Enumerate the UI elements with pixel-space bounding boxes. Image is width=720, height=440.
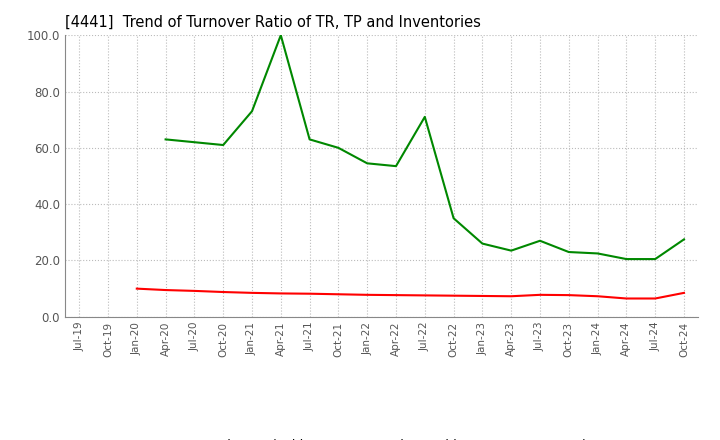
Trade Receivables [680, 290, 688, 296]
Trade Receivables [248, 290, 256, 296]
Trade Receivables [276, 291, 285, 296]
Legend: Trade Receivables, Trade Payables, Inventories: Trade Receivables, Trade Payables, Inven… [157, 434, 606, 440]
Inventories [564, 249, 573, 255]
Inventories [276, 33, 285, 38]
Trade Receivables [190, 288, 199, 293]
Inventories [219, 143, 228, 148]
Trade Receivables [363, 292, 372, 297]
Trade Receivables [622, 296, 631, 301]
Trade Receivables [305, 291, 314, 297]
Inventories [651, 257, 660, 262]
Trade Receivables [478, 293, 487, 299]
Trade Receivables [507, 293, 516, 299]
Trade Receivables [161, 287, 170, 293]
Inventories [334, 145, 343, 150]
Inventories [680, 237, 688, 242]
Trade Receivables [334, 292, 343, 297]
Inventories [449, 216, 458, 221]
Trade Receivables [564, 293, 573, 298]
Line: Inventories: Inventories [166, 35, 684, 259]
Trade Receivables [536, 292, 544, 297]
Line: Trade Receivables: Trade Receivables [137, 289, 684, 298]
Inventories [622, 257, 631, 262]
Trade Receivables [392, 293, 400, 298]
Trade Receivables [219, 290, 228, 295]
Inventories [305, 137, 314, 142]
Trade Receivables [593, 293, 602, 299]
Inventories [392, 164, 400, 169]
Inventories [420, 114, 429, 120]
Inventories [478, 241, 487, 246]
Text: [4441]  Trend of Turnover Ratio of TR, TP and Inventories: [4441] Trend of Turnover Ratio of TR, TP… [65, 15, 481, 30]
Trade Receivables [449, 293, 458, 298]
Trade Receivables [420, 293, 429, 298]
Inventories [190, 139, 199, 145]
Inventories [248, 109, 256, 114]
Inventories [536, 238, 544, 243]
Inventories [161, 137, 170, 142]
Inventories [593, 251, 602, 256]
Trade Receivables [132, 286, 141, 291]
Inventories [363, 161, 372, 166]
Inventories [507, 248, 516, 253]
Trade Receivables [651, 296, 660, 301]
